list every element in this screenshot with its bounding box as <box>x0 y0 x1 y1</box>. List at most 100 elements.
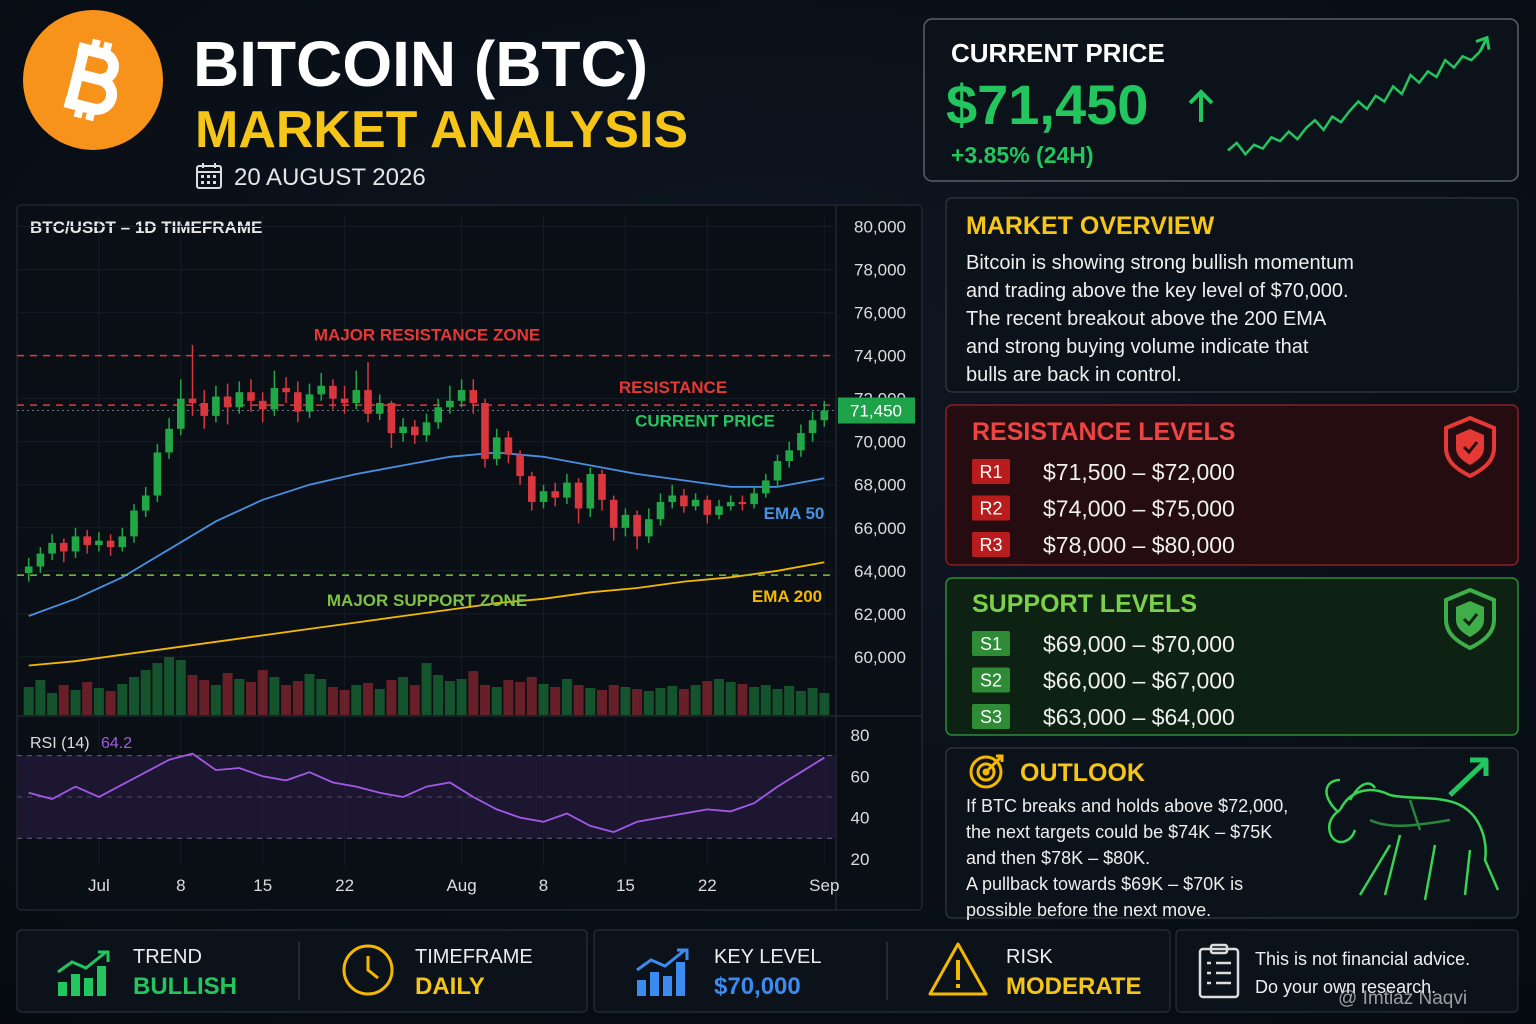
candle-body <box>200 402 208 416</box>
outlook-text: and then $78K – $80K. <box>966 848 1150 868</box>
candle-body <box>574 482 583 509</box>
x-tick-label: Sep <box>809 876 839 895</box>
volume-bar <box>281 685 292 715</box>
volume-bar <box>93 688 104 715</box>
candle-body <box>387 402 396 434</box>
panel-title: SUPPORT LEVELS <box>972 590 1197 618</box>
candle-body <box>375 402 384 414</box>
footer-value: BULLISH <box>133 973 237 1000</box>
level-range: $63,000 – $64,000 <box>1043 704 1235 730</box>
rsi-tick-label: 40 <box>851 809 870 828</box>
calendar-icon <box>196 163 222 189</box>
footer-box <box>1175 929 1519 1013</box>
volume-bar <box>82 682 93 715</box>
price-card <box>923 18 1519 182</box>
candle-body <box>633 514 641 537</box>
level-label: MAJOR SUPPORT ZONE <box>327 591 527 610</box>
candle-body <box>83 536 91 545</box>
volume-bar <box>795 691 806 715</box>
clipboard-icon <box>1198 943 1240 999</box>
rsi-line <box>28 752 825 834</box>
candle-body <box>24 566 33 573</box>
candle-body <box>340 398 349 403</box>
level-badge-text: S1 <box>980 634 1002 654</box>
volume-bar <box>257 670 268 715</box>
level-badge <box>972 631 1010 656</box>
volume-bar <box>269 677 280 715</box>
overview-panel <box>945 197 1519 393</box>
volume-bar <box>737 684 748 715</box>
trend-icon <box>57 950 110 996</box>
candle-body <box>446 400 454 408</box>
level-range: $78,000 – $80,000 <box>1043 532 1235 558</box>
price-tag-label: 71,450 <box>850 402 902 421</box>
candle-body <box>71 536 80 552</box>
footer-label: TREND <box>133 946 202 968</box>
candle-body <box>691 499 700 507</box>
volume-bar <box>433 675 444 715</box>
volume-bar <box>749 687 760 715</box>
price-label: CURRENT PRICE <box>951 38 1165 68</box>
candle-body <box>785 450 793 462</box>
volume-bar <box>292 681 303 715</box>
y-tick-label: 62,000 <box>854 605 906 624</box>
overview-text: Bitcoin is showing strong bullish moment… <box>966 252 1354 274</box>
volume-bar <box>363 683 373 715</box>
x-tick-label: 15 <box>253 876 272 895</box>
candle-body <box>399 426 407 434</box>
x-tick-label: 8 <box>176 876 185 895</box>
level-badge-text: S3 <box>980 707 1002 727</box>
ema-line <box>28 561 825 667</box>
y-tick-label: 80,000 <box>854 218 906 237</box>
volume-bar <box>117 684 128 715</box>
title: BITCOIN (BTC) <box>193 28 648 100</box>
volume-bar <box>444 681 455 715</box>
candle-body <box>528 476 536 502</box>
volume-bar <box>351 685 362 715</box>
overview-text: and strong buying volume indicate that <box>966 336 1309 358</box>
level-badge-text: R2 <box>979 499 1002 519</box>
volume-bar <box>304 674 315 715</box>
candle-body <box>609 499 618 528</box>
warning-icon <box>928 942 988 996</box>
volume-bar <box>409 685 420 715</box>
volume-bar <box>164 657 175 715</box>
panel-title: OUTLOOK <box>1020 759 1145 787</box>
volume-bar <box>421 663 432 715</box>
outlook-text: the next targets could be $74K – $75K <box>966 822 1272 842</box>
volume-bar <box>234 679 245 715</box>
volume-bar <box>222 673 233 715</box>
candle-body <box>247 392 255 401</box>
volume-bar <box>714 679 724 715</box>
candle-body <box>212 396 220 416</box>
y-tick-label: 78,000 <box>854 261 906 280</box>
rsi-label: RSI (14) <box>30 735 90 752</box>
resistance-panel <box>945 404 1519 566</box>
candle-body <box>563 482 571 498</box>
panel-title: RESISTANCE LEVELS <box>972 418 1235 446</box>
volume-bar <box>702 681 713 715</box>
candle-body <box>738 501 747 505</box>
footer-value: DAILY <box>415 973 485 1000</box>
volume-bar <box>550 687 561 715</box>
candle-body <box>586 473 595 509</box>
level-badge <box>972 459 1010 484</box>
y-tick-label: 68,000 <box>854 476 906 495</box>
y-tick-label: 70,000 <box>854 433 906 452</box>
current-price-label: CURRENT PRICE <box>635 412 775 431</box>
sparkline-arrow <box>1475 35 1491 53</box>
candle-body <box>60 542 68 552</box>
candle-body <box>282 387 290 393</box>
level-label: RESISTANCE <box>619 378 727 397</box>
candle-body <box>118 536 127 548</box>
volume-bar <box>105 691 116 715</box>
volume-bar <box>339 690 350 715</box>
support-panel <box>945 577 1519 736</box>
y-tick-label: 74,000 <box>854 347 906 366</box>
volume-bar <box>620 687 631 715</box>
candle-body <box>130 510 138 537</box>
volume-bar <box>70 690 81 715</box>
candle-body <box>364 390 372 414</box>
